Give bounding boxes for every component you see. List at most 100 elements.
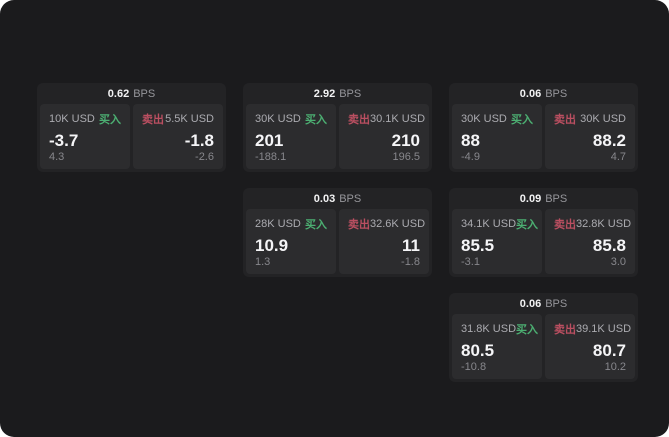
sell-side-label: 卖出 bbox=[348, 219, 370, 231]
sell-side-label: 卖出 bbox=[554, 219, 576, 231]
bps-header: 0.06 BPS bbox=[449, 83, 638, 104]
sell-price: -1.8 bbox=[184, 130, 214, 150]
buy-sell-panels: 30K USD 买入 201 -188.1 卖出 30.1K USD 210 1… bbox=[243, 104, 432, 172]
sell-change: 4.7 bbox=[610, 151, 626, 163]
buy-amount: 31.8K USD bbox=[461, 323, 517, 335]
bps-unit-label: BPS bbox=[339, 192, 362, 205]
buy-price: -3.7 bbox=[49, 130, 79, 150]
sell-price: 85.8 bbox=[592, 235, 626, 255]
sell-amount: 5.5K USD bbox=[165, 113, 214, 125]
sell-panel[interactable]: 卖出 5.5K USD -1.8 -2.6 bbox=[133, 104, 223, 169]
sell-panel[interactable]: 卖出 30.1K USD 210 196.5 bbox=[339, 104, 429, 169]
buy-sell-panels: 34.1K USD 买入 85.5 -3.1 卖出 32.8K USD 85.8… bbox=[449, 209, 638, 277]
buy-change: -10.8 bbox=[461, 361, 487, 373]
sell-side-label: 卖出 bbox=[348, 114, 370, 126]
bps-header: 0.03 BPS bbox=[243, 188, 432, 209]
sell-panel-top: 卖出 39.1K USD bbox=[554, 321, 631, 337]
buy-price: 80.5 bbox=[461, 340, 495, 360]
sell-amount: 30K USD bbox=[580, 113, 626, 125]
buy-panel-top: 30K USD 买入 bbox=[461, 111, 533, 127]
bps-header: 0.09 BPS bbox=[449, 188, 638, 209]
bps-unit-label: BPS bbox=[545, 192, 568, 205]
sell-amount: 32.8K USD bbox=[576, 218, 632, 230]
buy-panel[interactable]: 30K USD 买入 201 -188.1 bbox=[246, 104, 336, 169]
buy-panel-top: 10K USD 买入 bbox=[49, 111, 121, 127]
buy-panel[interactable]: 28K USD 买入 10.9 1.3 bbox=[246, 209, 336, 274]
sell-panel[interactable]: 卖出 32.8K USD 85.8 3.0 bbox=[545, 209, 635, 274]
sell-change: 3.0 bbox=[610, 256, 626, 268]
sell-change: -2.6 bbox=[195, 151, 214, 163]
sell-amount: 39.1K USD bbox=[576, 323, 632, 335]
sell-panel[interactable]: 卖出 30K USD 88.2 4.7 bbox=[545, 104, 635, 169]
quote-card: 0.06 BPS 31.8K USD 买入 80.5 -10.8 卖出 39.1… bbox=[449, 293, 638, 382]
buy-panel[interactable]: 31.8K USD 买入 80.5 -10.8 bbox=[452, 314, 542, 379]
sell-side-label: 卖出 bbox=[554, 324, 576, 336]
sell-price: 80.7 bbox=[592, 340, 626, 360]
buy-panel-top: 31.8K USD 买入 bbox=[461, 321, 538, 337]
sell-panel-top: 卖出 32.6K USD bbox=[348, 216, 425, 232]
bps-value: 0.62 bbox=[107, 87, 130, 100]
bps-value: 0.06 bbox=[519, 297, 542, 310]
buy-price: 85.5 bbox=[461, 235, 495, 255]
sell-change: 10.2 bbox=[604, 361, 626, 373]
buy-side-label: 买入 bbox=[516, 219, 539, 231]
buy-side-label: 买入 bbox=[305, 114, 327, 126]
buy-panel[interactable]: 30K USD 买入 88 -4.9 bbox=[452, 104, 542, 169]
buy-panel-top: 28K USD 买入 bbox=[255, 216, 327, 232]
bps-value: 2.92 bbox=[313, 87, 336, 100]
buy-change: 1.3 bbox=[255, 256, 271, 268]
buy-panel[interactable]: 34.1K USD 买入 85.5 -3.1 bbox=[452, 209, 542, 274]
buy-sell-panels: 28K USD 买入 10.9 1.3 卖出 32.6K USD 11 -1.8 bbox=[243, 209, 432, 277]
bps-header: 0.62 BPS bbox=[37, 83, 226, 104]
quote-card: 0.06 BPS 30K USD 买入 88 -4.9 卖出 30K USD bbox=[449, 83, 638, 172]
bps-value: 0.03 bbox=[313, 192, 336, 205]
sell-change: -1.8 bbox=[401, 256, 420, 268]
sell-amount: 32.6K USD bbox=[370, 218, 426, 230]
bps-unit-label: BPS bbox=[339, 87, 362, 100]
buy-sell-panels: 30K USD 买入 88 -4.9 卖出 30K USD 88.2 4.7 bbox=[449, 104, 638, 172]
buy-price: 88 bbox=[461, 130, 480, 150]
buy-change: -188.1 bbox=[255, 151, 287, 163]
buy-amount: 30K USD bbox=[255, 113, 301, 125]
bps-value: 0.09 bbox=[519, 192, 542, 205]
buy-amount: 34.1K USD bbox=[461, 218, 517, 230]
sell-price: 210 bbox=[391, 130, 420, 150]
buy-price: 201 bbox=[255, 130, 284, 150]
bps-header: 0.06 BPS bbox=[449, 293, 638, 314]
sell-amount: 30.1K USD bbox=[370, 113, 426, 125]
sell-side-label: 卖出 bbox=[554, 114, 576, 126]
bps-unit-label: BPS bbox=[545, 297, 568, 310]
buy-panel-top: 34.1K USD 买入 bbox=[461, 216, 538, 232]
buy-amount: 28K USD bbox=[255, 218, 301, 230]
buy-amount: 10K USD bbox=[49, 113, 95, 125]
buy-price: 10.9 bbox=[255, 235, 289, 255]
buy-side-label: 买入 bbox=[516, 324, 539, 336]
buy-amount: 30K USD bbox=[461, 113, 507, 125]
quote-card: 0.09 BPS 34.1K USD 买入 85.5 -3.1 卖出 32.8K… bbox=[449, 188, 638, 277]
sell-panel[interactable]: 卖出 32.6K USD 11 -1.8 bbox=[339, 209, 429, 274]
buy-side-label: 买入 bbox=[511, 114, 533, 126]
bps-unit-label: BPS bbox=[545, 87, 568, 100]
bps-unit-label: BPS bbox=[133, 87, 156, 100]
sell-panel[interactable]: 卖出 39.1K USD 80.7 10.2 bbox=[545, 314, 635, 379]
sell-price: 11 bbox=[402, 235, 420, 255]
sell-panel-top: 卖出 30.1K USD bbox=[348, 111, 425, 127]
buy-change: 4.3 bbox=[49, 151, 65, 163]
buy-change: -4.9 bbox=[461, 151, 480, 163]
buy-panel-top: 30K USD 买入 bbox=[255, 111, 327, 127]
buy-side-label: 买入 bbox=[99, 114, 121, 126]
buy-side-label: 买入 bbox=[305, 219, 327, 231]
quote-card: 2.92 BPS 30K USD 买入 201 -188.1 卖出 30.1K … bbox=[243, 83, 432, 172]
sell-panel-top: 卖出 5.5K USD bbox=[142, 111, 214, 127]
sell-panel-top: 卖出 30K USD bbox=[554, 111, 626, 127]
sell-side-label: 卖出 bbox=[142, 114, 164, 126]
bps-header: 2.92 BPS bbox=[243, 83, 432, 104]
buy-sell-panels: 31.8K USD 买入 80.5 -10.8 卖出 39.1K USD 80.… bbox=[449, 314, 638, 382]
quote-card: 0.03 BPS 28K USD 买入 10.9 1.3 卖出 32.6K US… bbox=[243, 188, 432, 277]
sell-price: 88.2 bbox=[592, 130, 626, 150]
sell-change: 196.5 bbox=[392, 151, 420, 163]
quote-card-grid: 0.62 BPS 10K USD 买入 -3.7 4.3 卖出 5.5K USD bbox=[37, 83, 638, 382]
buy-panel[interactable]: 10K USD 买入 -3.7 4.3 bbox=[40, 104, 130, 169]
buy-change: -3.1 bbox=[461, 256, 480, 268]
